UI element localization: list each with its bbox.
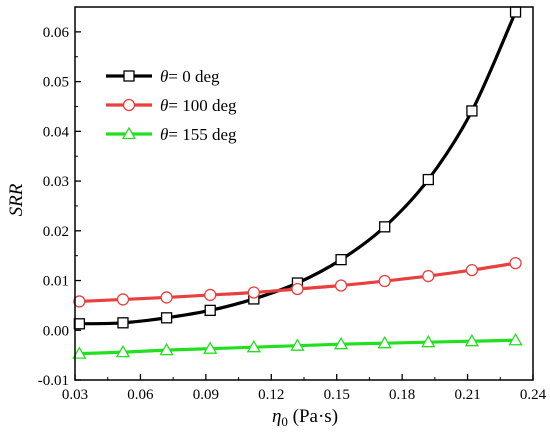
series-layer bbox=[72, 6, 523, 359]
x-tick-label: 0.18 bbox=[389, 387, 415, 403]
legend-label: θ= 155 deg bbox=[160, 125, 237, 144]
legend: θ= 0 deg θ= 100 deg θ= 155 deg bbox=[106, 67, 237, 144]
x-tick-label: 0.09 bbox=[193, 387, 219, 403]
circle-marker bbox=[509, 256, 522, 270]
x-tick-label: 0.06 bbox=[127, 387, 154, 403]
tick-labels: 0.03 0.06 0.09 0.12 0.15 0.18 0.21 0.24-0.010.0… bbox=[38, 25, 547, 403]
y-tick-label: 0.04 bbox=[43, 124, 70, 140]
legend-entry: θ= 155 deg bbox=[106, 125, 237, 144]
y-tick-label: 0.02 bbox=[43, 224, 69, 240]
legend-label: θ= 100 deg bbox=[160, 96, 237, 115]
circle-marker bbox=[160, 291, 173, 304]
circle-marker bbox=[422, 269, 435, 283]
circle-marker bbox=[73, 295, 86, 308]
y-tick-label: 0.05 bbox=[43, 75, 69, 91]
circle-marker bbox=[334, 279, 348, 292]
circle-marker bbox=[378, 274, 391, 288]
x-tick-label: 0.03 bbox=[62, 387, 88, 403]
square-marker bbox=[335, 253, 347, 266]
square-marker bbox=[509, 6, 522, 18]
circle-marker bbox=[291, 282, 304, 296]
y-tick-label: 0.00 bbox=[43, 323, 69, 339]
axis-ticks bbox=[74, 31, 534, 381]
y-tick-label: 0.03 bbox=[43, 174, 69, 190]
circle-marker bbox=[247, 286, 260, 299]
circle-marker bbox=[122, 98, 136, 112]
square-marker bbox=[379, 221, 391, 233]
triangle-marker bbox=[377, 335, 392, 349]
x-tick-label: 0.21 bbox=[454, 387, 480, 403]
series-triangle bbox=[72, 332, 523, 359]
y-tick-label: -0.01 bbox=[38, 373, 69, 389]
y-axis-title: SRR bbox=[6, 183, 27, 216]
triangle-marker bbox=[246, 339, 261, 353]
series-line bbox=[79, 11, 518, 326]
square-marker bbox=[422, 173, 434, 186]
triangle-marker bbox=[121, 126, 137, 140]
legend-label: θ= 0 deg bbox=[160, 67, 220, 86]
triangle-marker bbox=[290, 338, 305, 351]
x-axis-symbol: η bbox=[272, 406, 281, 427]
triangle-marker bbox=[203, 341, 218, 354]
square-marker bbox=[73, 318, 86, 330]
y-tick-label: 0.06 bbox=[43, 25, 70, 41]
x-tick-label: 0.15 bbox=[324, 387, 350, 403]
x-axis-subscript: 0 bbox=[281, 414, 288, 429]
x-tick-label: 0.12 bbox=[258, 387, 284, 403]
square-marker bbox=[117, 317, 129, 329]
series-square bbox=[73, 6, 522, 330]
square-marker bbox=[204, 304, 216, 317]
plot-frame bbox=[74, 6, 534, 381]
circle-marker bbox=[204, 288, 217, 302]
triangle-marker bbox=[333, 336, 349, 350]
x-axis-title: η0 (Pa·s) bbox=[272, 406, 338, 429]
y-tick-label: 0.01 bbox=[43, 274, 69, 290]
triangle-marker bbox=[421, 334, 436, 348]
triangle-marker bbox=[508, 332, 523, 346]
legend-entry: θ= 0 deg bbox=[106, 67, 220, 86]
circle-marker bbox=[116, 293, 130, 306]
square-marker bbox=[123, 70, 135, 82]
triangle-marker bbox=[464, 333, 480, 347]
triangle-marker bbox=[159, 342, 174, 356]
square-marker bbox=[466, 105, 478, 117]
circle-marker bbox=[465, 263, 479, 277]
legend-entry: θ= 100 deg bbox=[106, 96, 237, 115]
triangle-marker bbox=[115, 344, 131, 358]
x-tick-label: 0.24 bbox=[520, 387, 547, 403]
square-marker bbox=[160, 312, 173, 324]
series-circle bbox=[73, 256, 522, 308]
x-axis-unit: (Pa·s) bbox=[288, 406, 338, 427]
triangle-marker bbox=[72, 346, 87, 359]
